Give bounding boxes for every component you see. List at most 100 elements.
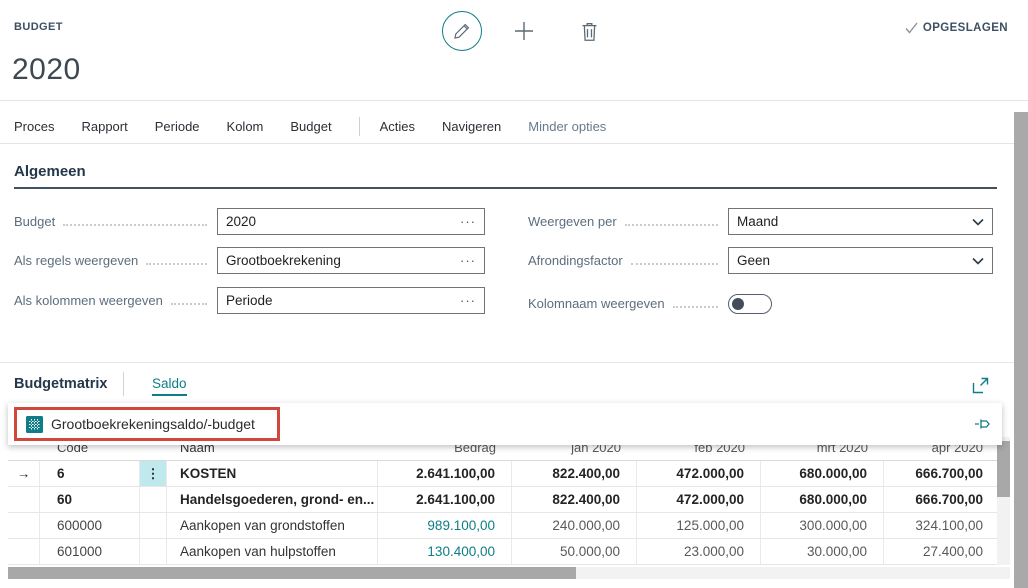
trash-icon bbox=[580, 21, 599, 42]
weergeven-per-value[interactable]: Maand bbox=[737, 214, 779, 229]
code-cell[interactable]: 600000 bbox=[40, 513, 140, 538]
chevron-down-icon[interactable] bbox=[972, 257, 984, 265]
save-status: OPGESLAGEN bbox=[905, 22, 1008, 34]
menu-item-rapport[interactable]: Rapport bbox=[81, 118, 128, 134]
apr-cell[interactable]: 27.400,00 bbox=[922, 544, 983, 559]
table-row: 60 Handelsgoederen, grond- en... 2.641.1… bbox=[8, 487, 997, 513]
kolomnaam-toggle[interactable] bbox=[728, 293, 772, 314]
jan-cell[interactable]: 240.000,00 bbox=[512, 513, 637, 538]
table-row: 601000 Aankopen van hulpstoffen 130.400,… bbox=[8, 539, 997, 565]
header-divider bbox=[0, 100, 1028, 101]
bedrag-cell-link[interactable]: 989.100,00 bbox=[378, 513, 512, 538]
page-title: 2020 bbox=[12, 53, 81, 86]
row-indicator-cell bbox=[8, 487, 40, 512]
table-vertical-scrollbar[interactable] bbox=[997, 437, 1010, 565]
vertical-scrollbar-thumb[interactable] bbox=[997, 441, 1010, 497]
budget-lookup-button[interactable]: ··· bbox=[460, 213, 476, 229]
page-scrollbar[interactable] bbox=[1014, 112, 1028, 588]
mrt-cell[interactable]: 300.000,00 bbox=[761, 513, 884, 538]
new-button[interactable] bbox=[510, 18, 538, 44]
gl-balance-budget-option[interactable]: Grootboekrekeningsaldo/-budget bbox=[51, 416, 255, 432]
name-cell[interactable]: Aankopen van hulpstoffen bbox=[167, 539, 378, 564]
saved-label: OPGESLAGEN bbox=[922, 22, 1008, 34]
als-regels-field[interactable]: Grootboekrekening ··· bbox=[217, 247, 485, 274]
chevron-down-icon[interactable] bbox=[972, 218, 984, 226]
delete-button[interactable] bbox=[577, 18, 601, 44]
action-menu: Proces Rapport Periode Kolom Budget Acti… bbox=[14, 112, 633, 140]
apr-cell[interactable]: 666.700,00 bbox=[915, 466, 983, 481]
feb-cell[interactable]: 472.000,00 bbox=[637, 487, 761, 512]
menu-item-navigeren[interactable]: Navigeren bbox=[442, 118, 502, 134]
row-options-cell[interactable] bbox=[140, 513, 167, 538]
weergeven-per-field-row: Weergeven per Maand bbox=[528, 208, 993, 235]
dotted-leader bbox=[624, 223, 718, 226]
bedrag-cell[interactable]: 2.641.100,00 bbox=[378, 461, 512, 486]
row-options-cell[interactable] bbox=[140, 539, 167, 564]
code-cell[interactable]: 60 bbox=[40, 487, 140, 512]
feb-cell[interactable]: 472.000,00 bbox=[637, 461, 761, 486]
menu-item-acties[interactable]: Acties bbox=[379, 118, 415, 134]
als-kolommen-field-row: Als kolommen weergeven Periode ··· bbox=[14, 287, 485, 314]
dotted-leader bbox=[672, 305, 718, 308]
budget-field[interactable]: 2020 ··· bbox=[217, 208, 485, 235]
budgetmatrix-title: Budgetmatrix bbox=[14, 376, 108, 392]
als-regels-value[interactable]: Grootboekrekening bbox=[226, 253, 341, 268]
apr-cell[interactable]: 666.700,00 bbox=[915, 492, 983, 507]
row-options-cell[interactable] bbox=[140, 487, 167, 512]
dotted-leader bbox=[170, 302, 207, 305]
name-cell[interactable]: Handelsgoederen, grond- en... bbox=[167, 487, 378, 512]
weergeven-per-label: Weergeven per bbox=[528, 214, 617, 229]
kolomnaam-field-row: Kolomnaam weergeven bbox=[528, 290, 993, 317]
focus-mode-button[interactable] bbox=[972, 377, 989, 394]
afrondingsfactor-value[interactable]: Geen bbox=[737, 253, 771, 268]
menu-item-proces[interactable]: Proces bbox=[14, 118, 55, 134]
menu-item-budget[interactable]: Budget bbox=[290, 118, 332, 134]
pin-icon bbox=[974, 416, 992, 432]
menu-item-periode[interactable]: Periode bbox=[154, 118, 200, 134]
table-horizontal-scrollbar[interactable] bbox=[8, 567, 1010, 579]
jan-cell[interactable]: 50.000,00 bbox=[512, 539, 637, 564]
afrondingsfactor-select[interactable]: Geen bbox=[728, 247, 993, 274]
als-regels-label: Als regels weergeven bbox=[14, 253, 139, 268]
row-indicator-cell bbox=[8, 539, 40, 564]
feb-cell[interactable]: 125.000,00 bbox=[637, 513, 761, 538]
bedrag-cell[interactable]: 2.641.100,00 bbox=[378, 487, 512, 512]
vertical-ellipsis-icon: ⋮ bbox=[146, 465, 160, 481]
tab-saldo[interactable]: Saldo bbox=[152, 376, 187, 396]
header-options bbox=[140, 455, 167, 460]
weergeven-per-select[interactable]: Maand bbox=[728, 208, 993, 235]
jan-cell[interactable]: 822.400,00 bbox=[512, 487, 637, 512]
code-cell[interactable]: 601000 bbox=[40, 539, 140, 564]
edit-button[interactable] bbox=[442, 11, 482, 51]
check-icon bbox=[905, 22, 918, 34]
name-cell[interactable]: Aankopen van grondstoffen bbox=[167, 513, 378, 538]
menu-item-kolom[interactable]: Kolom bbox=[226, 118, 264, 134]
mrt-cell[interactable]: 680.000,00 bbox=[761, 461, 884, 486]
plus-icon bbox=[512, 19, 536, 43]
dotted-leader bbox=[63, 223, 207, 226]
budget-field-value[interactable]: 2020 bbox=[226, 214, 257, 229]
feb-cell[interactable]: 23.000,00 bbox=[637, 539, 761, 564]
table-row: → 6 ⋮ KOSTEN 2.641.100,00 822.400,00 472… bbox=[8, 461, 997, 487]
row-options-cell[interactable]: ⋮ bbox=[140, 461, 167, 486]
als-regels-lookup-button[interactable]: ··· bbox=[460, 252, 476, 268]
afrondingsfactor-label: Afrondingsfactor bbox=[528, 253, 623, 268]
code-cell[interactable]: 6 bbox=[40, 461, 140, 486]
apr-cell[interactable]: 324.100,00 bbox=[915, 518, 983, 533]
budget-field-row: Budget 2020 ··· bbox=[14, 208, 485, 235]
als-kolommen-value[interactable]: Periode bbox=[226, 293, 273, 308]
als-kolommen-lookup-button[interactable]: ··· bbox=[460, 292, 476, 308]
name-cell[interactable]: KOSTEN bbox=[167, 461, 378, 486]
pin-button[interactable] bbox=[974, 416, 992, 432]
mrt-cell[interactable]: 680.000,00 bbox=[761, 487, 884, 512]
bedrag-cell-link[interactable]: 130.400,00 bbox=[378, 539, 512, 564]
menu-item-minder-opties[interactable]: Minder opties bbox=[528, 118, 607, 134]
jan-cell[interactable]: 822.400,00 bbox=[512, 461, 637, 486]
als-kolommen-field[interactable]: Periode ··· bbox=[217, 287, 485, 314]
matrix-view-flyout: Grootboekrekeningsaldo/-budget bbox=[8, 403, 1002, 445]
dotted-leader bbox=[146, 262, 207, 265]
horizontal-scrollbar-thumb[interactable] bbox=[8, 567, 576, 579]
mrt-cell[interactable]: 30.000,00 bbox=[761, 539, 884, 564]
row-indicator-cell: → bbox=[8, 461, 40, 486]
